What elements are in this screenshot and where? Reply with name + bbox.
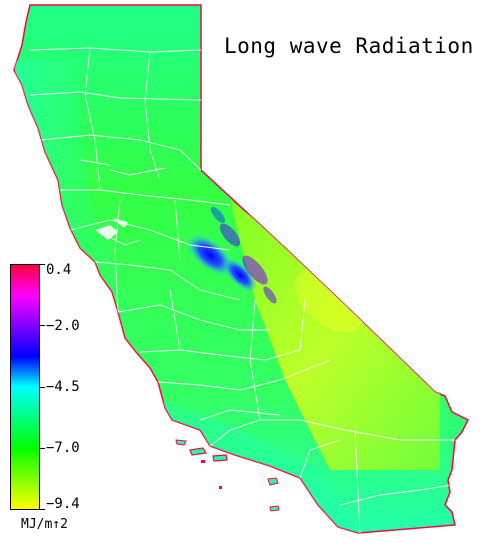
legend-label: −4.5 <box>46 379 80 395</box>
legend-tick <box>40 509 45 510</box>
color-scale-bar <box>10 264 40 510</box>
legend-label: −2.0 <box>46 318 80 334</box>
legend-tick <box>40 387 45 388</box>
legend-tick <box>40 264 45 265</box>
legend-label: −7.0 <box>46 440 80 456</box>
legend-tick <box>40 325 45 326</box>
legend-tick <box>40 448 45 449</box>
legend-label-max: 0.4 <box>46 262 72 278</box>
legend-units: MJ/m↑2 <box>21 517 68 532</box>
map-title: Long wave Radiation <box>224 34 474 58</box>
legend-label-min: −9.4 <box>46 496 80 512</box>
